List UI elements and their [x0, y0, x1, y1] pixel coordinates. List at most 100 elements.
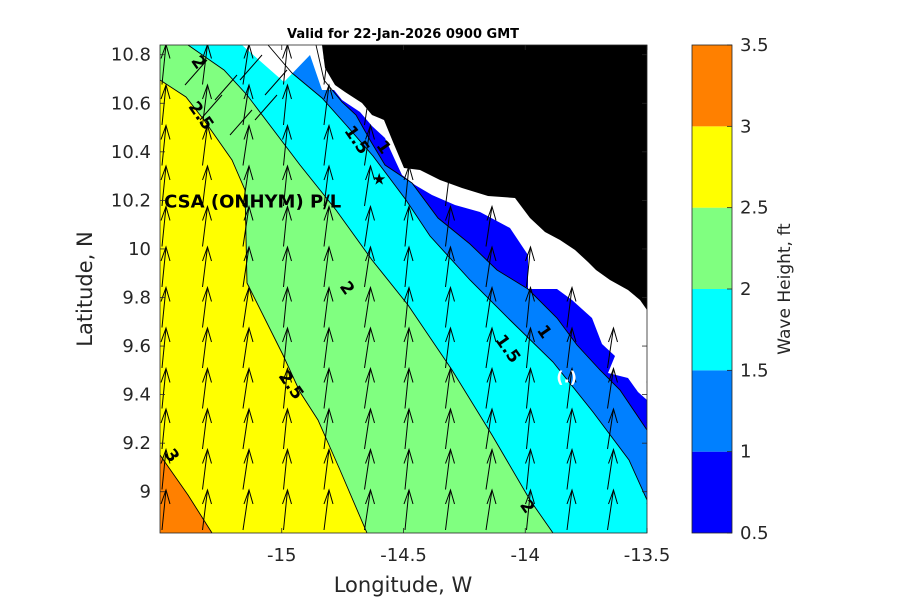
y-tick-label: 10.4: [111, 142, 151, 163]
colorbar-tick-label: 3: [740, 116, 751, 137]
contour-line-1: [315, 45, 647, 431]
wave-arrow: [242, 165, 250, 207]
wave-arrow-head: [160, 45, 171, 59]
wave-arrow: [526, 327, 531, 369]
wave-arrow-head: [202, 285, 212, 302]
wave-arrow-head: [160, 488, 171, 505]
wave-arrow-head: [323, 45, 334, 59]
x-axis: -15 -14.5 -14 -13.5: [267, 45, 670, 566]
wave-arrow-head: [486, 366, 497, 383]
wave-arrow-head: [608, 407, 618, 424]
wave-arrow-head: [486, 285, 497, 302]
wave-arrow: [161, 84, 167, 126]
wave-arrow-head: [566, 285, 577, 302]
plot-area: [160, 45, 652, 533]
y-tick-label: 10.2: [111, 190, 151, 211]
wave-arrow-head: [243, 204, 254, 221]
wave-arrow: [323, 206, 330, 247]
wave-arrow: [202, 45, 208, 85]
wave-arrow: [445, 165, 451, 207]
wave-arrow-head: [486, 326, 497, 343]
wave-arrow: [161, 408, 167, 450]
wave-arrow-head: [525, 447, 535, 464]
wave-arrow-head: [486, 447, 497, 464]
colorbar: 0.5 1 1.5 2 2.5 3 3.5: [691, 35, 769, 544]
wave-arrow: [199, 94, 223, 121]
wave-arrow: [283, 327, 288, 369]
wave-arrow: [202, 489, 208, 531]
wave-arrow-head: [525, 285, 535, 302]
wave-arrow-head: [282, 204, 292, 221]
wave-arrow: [648, 450, 652, 490]
wave-arrow-head: [323, 366, 334, 383]
wave-arrow-head: [566, 366, 577, 383]
wave-arrow-head: [403, 447, 414, 464]
y-tick-label: 9.2: [122, 433, 151, 454]
wave-arrow-head: [202, 488, 212, 505]
colorbar-tick-label: 1: [740, 442, 751, 463]
wave-arrow: [526, 489, 531, 531]
wave-arrow: [445, 327, 451, 369]
wave-arrow-head: [160, 285, 171, 302]
wave-arrow: [404, 368, 410, 409]
wave-arrow: [607, 327, 614, 369]
wave-arrow: [242, 489, 250, 531]
wave-arrow-head: [202, 123, 212, 140]
wave-arrow: [161, 287, 167, 328]
wave-arrow-head: [282, 488, 292, 505]
wave-arrow: [161, 206, 167, 247]
wave-arrow: [239, 54, 263, 81]
colorbar-tick-label: 1.5: [740, 360, 769, 381]
wave-arrow: [161, 165, 167, 207]
wave-arrow: [323, 287, 330, 328]
wave-arrow-head: [525, 407, 535, 424]
wave-arrow: [161, 327, 167, 369]
wave-arrow: [566, 449, 573, 490]
wave-arrow-head: [365, 407, 375, 424]
wave-arrow-head: [445, 245, 455, 262]
wave-arrow: [526, 449, 531, 490]
wave-arrow: [202, 84, 208, 126]
wave-arrow: [283, 165, 288, 207]
contour-line-2: [187, 45, 554, 533]
y-tick-label: 9.8: [122, 287, 151, 308]
wave-arrow: [364, 125, 371, 166]
wave-arrow-head: [646, 381, 647, 383]
wave-arrow-head: [403, 326, 414, 343]
wave-arrow-head: [365, 447, 375, 464]
wave-arrow-head: [202, 164, 212, 181]
colorbar-swatch: [692, 370, 732, 452]
wave-arrow-head: [403, 488, 414, 505]
wave-arrow-head: [243, 45, 254, 59]
wave-arrow-head: [202, 45, 212, 59]
colorbar-swatch: [692, 451, 732, 533]
wave-arrow-head: [323, 245, 334, 262]
wave-arrow-head: [323, 326, 334, 343]
x-tick-label: -14: [511, 545, 540, 566]
wave-arrow-head: [566, 488, 577, 505]
wave-arrow: [445, 449, 451, 490]
wave-arrow-head: [160, 245, 171, 262]
wave-arrow-head: [365, 285, 375, 302]
wave-arrow: [404, 165, 410, 207]
wave-arrow: [607, 408, 614, 450]
colorbar-swatch: [692, 126, 732, 208]
wave-arrow: [242, 408, 250, 450]
wave-arrow: [526, 408, 531, 450]
wave-arrow: [283, 125, 288, 166]
wave-arrow-head: [365, 245, 375, 262]
wave-arrow: [323, 165, 330, 207]
wave-arrow: [607, 449, 614, 490]
wave-arrow-head: [445, 407, 455, 424]
wave-arrow-head: [160, 164, 171, 181]
wave-arrow-head: [202, 407, 212, 424]
y-axis-label: Latitude, N: [73, 231, 97, 347]
wave-arrow: [323, 84, 330, 126]
wave-arrow: [323, 489, 330, 531]
wave-arrow: [445, 489, 451, 531]
wave-arrow: [404, 449, 410, 490]
wave-arrow: [202, 165, 208, 207]
wave-arrow: [161, 45, 167, 85]
wave-arrow: [323, 449, 330, 490]
wave-arrow-head: [525, 366, 535, 383]
